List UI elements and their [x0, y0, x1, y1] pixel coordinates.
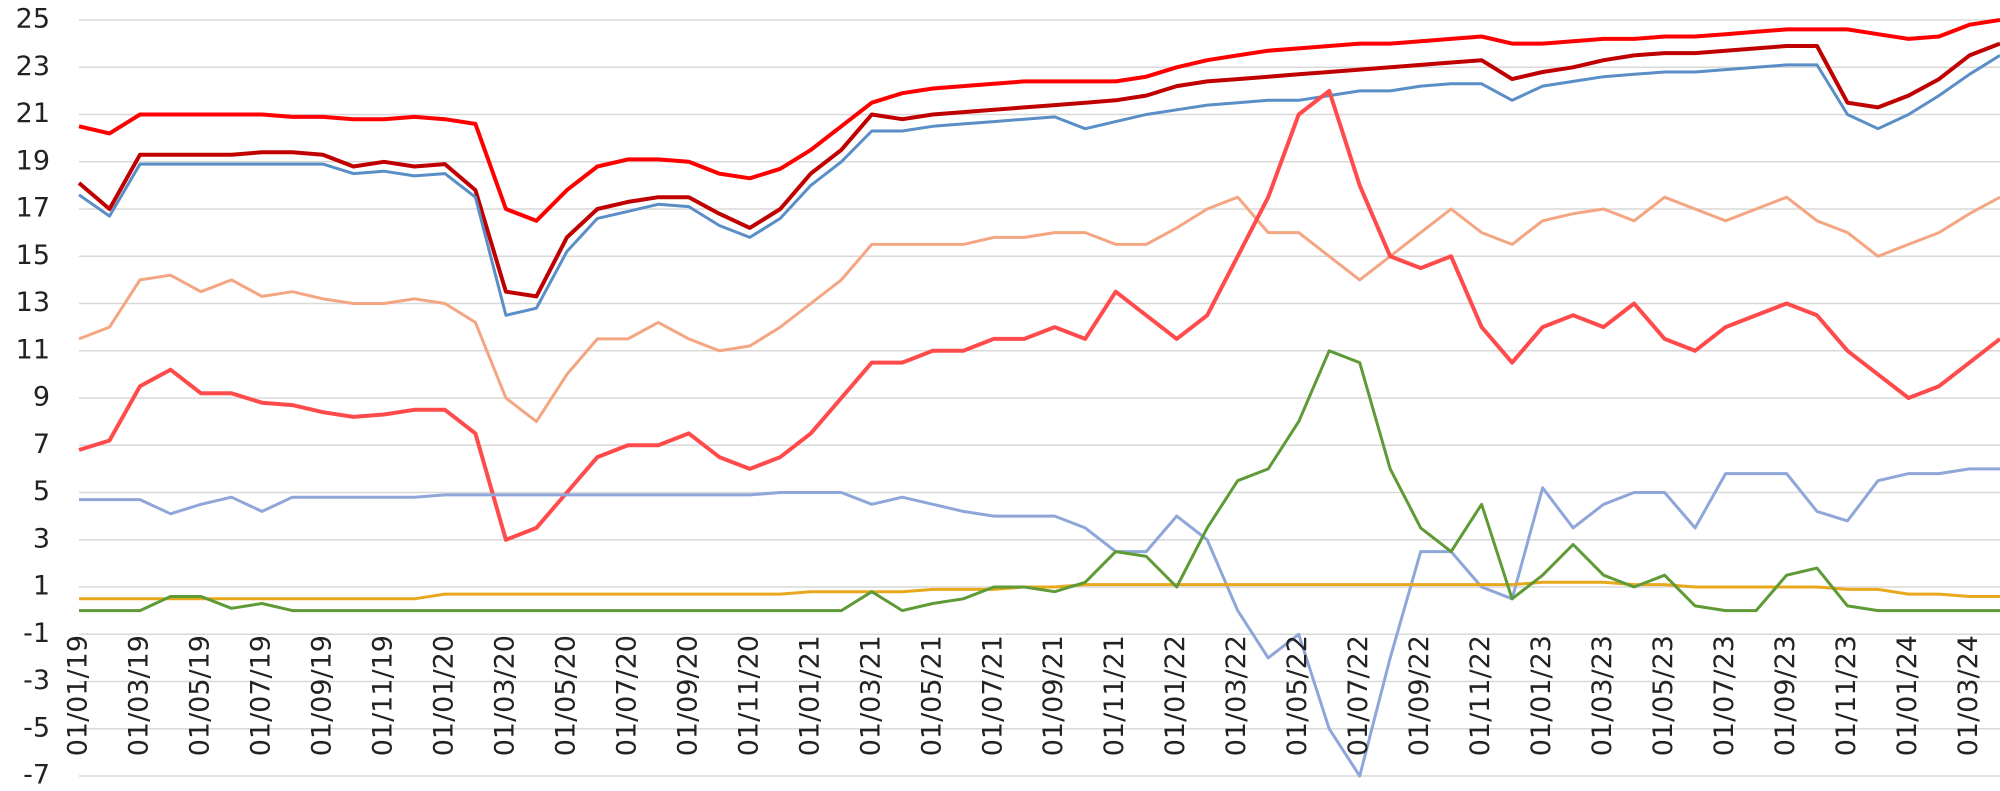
x-tick-label: 01/09/20: [672, 635, 703, 756]
x-tick-label: 01/01/20: [428, 635, 459, 756]
y-tick-label: -7: [23, 760, 50, 791]
y-tick-label: 7: [33, 429, 50, 460]
x-tick-label: 01/03/20: [489, 635, 520, 756]
x-tick-label: 01/11/23: [1831, 635, 1862, 756]
x-tick-label: 01/01/22: [1160, 635, 1191, 756]
x-tick-label: 01/05/22: [1282, 635, 1313, 756]
x-tick-label: 01/03/21: [855, 635, 886, 756]
x-tick-label: 01/03/19: [123, 635, 154, 756]
x-tick-label: 01/09/21: [1038, 635, 1069, 756]
y-tick-label: -5: [23, 712, 50, 743]
y-tick-label: 9: [33, 382, 50, 413]
x-tick-label: 01/07/20: [611, 635, 642, 756]
x-tick-label: 01/11/22: [1465, 635, 1496, 756]
x-tick-label: 01/05/19: [184, 635, 215, 756]
x-tick-label: 01/09/19: [306, 635, 337, 756]
y-tick-label: 11: [16, 334, 50, 365]
x-tick-label: 01/03/24: [1953, 635, 1984, 756]
x-tick-label: 01/07/21: [977, 635, 1008, 756]
y-tick-label: 3: [33, 523, 50, 554]
series-line: [78, 18, 2000, 223]
x-tick-label: 01/11/19: [367, 635, 398, 756]
series-line: [78, 88, 2000, 542]
x-tick-label: 01/09/23: [1770, 635, 1801, 756]
y-tick-label: 17: [16, 193, 50, 224]
y-tick-label: 5: [33, 476, 50, 507]
x-tick-label: 01/07/23: [1709, 635, 1740, 756]
series-line: [78, 54, 2000, 317]
x-tick-label: 01/11/20: [733, 635, 764, 756]
y-tick-label: 21: [16, 98, 50, 129]
series-line: [77, 41, 2000, 299]
y-tick-label: 13: [16, 287, 50, 318]
y-tick-label: 19: [16, 145, 50, 176]
x-tick-label: 01/01/23: [1526, 635, 1557, 756]
x-tick-label: 01/01/21: [794, 635, 825, 756]
x-tick-label: 01/01/19: [63, 635, 94, 756]
series-line: [79, 580, 2000, 601]
x-tick-label: 01/01/24: [1892, 635, 1923, 756]
x-tick-label: 01/03/23: [1587, 635, 1618, 756]
x-tick-label: 01/09/22: [1404, 635, 1435, 756]
y-tick-label: 15: [16, 240, 50, 271]
x-tick-label: 01/07/22: [1343, 635, 1374, 756]
x-tick-label: 01/07/19: [245, 635, 276, 756]
y-tick-label: -1: [23, 618, 50, 649]
y-tick-label: 25: [16, 4, 50, 35]
x-tick-label: 01/05/23: [1648, 635, 1679, 756]
x-tick-label: 01/05/20: [550, 635, 581, 756]
y-tick-label: 1: [33, 571, 50, 602]
series-line: [78, 195, 2000, 424]
series-line: [79, 467, 2000, 778]
x-tick-label: 01/05/21: [916, 635, 947, 756]
y-tick-label: 23: [16, 51, 50, 82]
y-tick-label: -3: [23, 665, 50, 696]
x-tick-label: 01/03/22: [1221, 635, 1252, 756]
x-tick-label: 01/11/21: [1099, 635, 1130, 756]
series-line: [79, 349, 2000, 613]
